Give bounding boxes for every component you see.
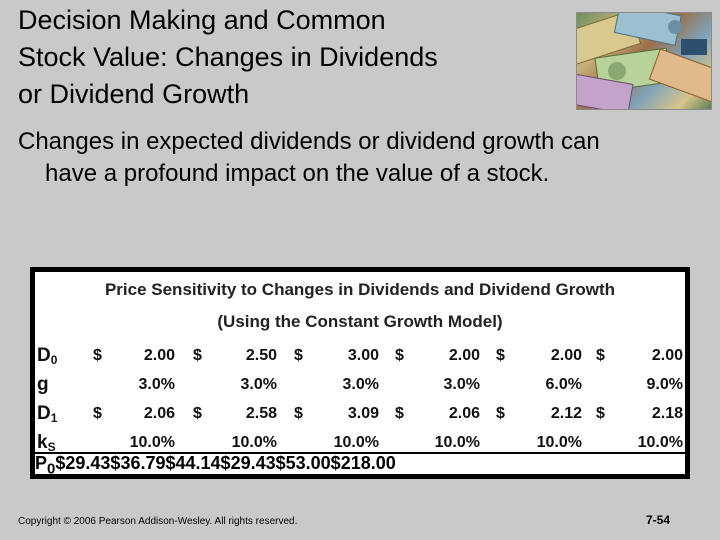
dollar-sign: $ [294,347,303,364]
table-cell: 2.00 [143,347,175,364]
row-label: kS [37,432,56,454]
row-label-text: D [37,345,51,366]
dollar-sign: $ [596,347,605,364]
row-label: D1 [37,403,57,425]
table-title: Price Sensitivity to Changes in Dividend… [104,280,616,299]
body-line-1: Changes in expected dividends or dividen… [18,128,600,155]
currency-banknotes-image [576,12,712,110]
dollar-sign: $ [110,453,121,473]
table-cell: 10.0% [637,434,683,451]
price-sensitivity-table: Price Sensitivity to Changes in Dividend… [30,267,690,479]
table-subtitle: (Using the Constant Growth Model) [217,312,503,331]
row-label-text: P [35,453,48,473]
row-label-subscript: S [47,440,56,454]
dollar-sign: $ [193,347,202,364]
copyright-footer: Copyright © 2006 Pearson Addison-Wesley.… [18,516,298,527]
body-line-2: have a profound impact on the value of a… [45,160,550,187]
table-cell: 2.18 [651,405,683,422]
price-cell: 29.43 [230,453,276,473]
table-cell: 3.0% [138,376,175,393]
slide-title: Decision Making and Common Stock Value: … [18,2,578,113]
row-label-text: k [37,432,48,453]
page-number: 7-54 [646,513,671,527]
row-label-subscript: 1 [50,411,58,425]
table-cell: 3.0% [443,376,480,393]
table-cell: 10.0% [333,434,379,451]
price-cell: 44.14 [175,453,221,473]
row-label-text: g [37,374,49,395]
table-body: Price Sensitivity to Changes in Dividend… [35,272,685,478]
dollar-sign: $ [330,453,341,473]
dollar-sign: $ [55,453,66,473]
dollar-sign: $ [395,347,404,364]
row-label: D0 [37,345,57,367]
table-cell: 2.00 [651,347,683,364]
title-line-1: Decision Making and Common [18,5,386,35]
dollar-sign: $ [395,405,404,422]
body-text: Changes in expected dividends or dividen… [18,126,708,190]
row-label: g [37,374,49,396]
dollar-sign: $ [596,405,605,422]
table-cell: 2.50 [245,347,277,364]
table-row: kS 10.0% 10.0% 10.0% 10.0% 10.0% 10.0% [35,429,685,458]
table-cell: 3.09 [347,405,379,422]
table-row: g 3.0% 3.0% 3.0% 3.0% 6.0% 9.0% [35,371,685,400]
title-line-2: Stock Value: Changes in Dividends [18,42,438,72]
table-cell: 2.12 [550,405,582,422]
price-cell: 53.00 [285,453,331,473]
table-cell: 3.0% [240,376,277,393]
table-cell: 10.0% [231,434,277,451]
table-cell: 2.06 [448,405,480,422]
row-label-subscript: 0 [47,460,56,478]
dollar-sign: $ [220,453,231,473]
dollar-sign: $ [294,405,303,422]
price-cell: 218.00 [340,453,396,473]
title-line-3: or Dividend Growth [18,79,250,109]
dollar-sign: $ [93,347,102,364]
table-cell: 2.58 [245,405,277,422]
price-cell: 36.79 [120,453,166,473]
dollar-sign: $ [93,405,102,422]
dollar-sign: $ [496,347,505,364]
dollar-sign: $ [193,405,202,422]
table-cell: 2.00 [550,347,582,364]
table-cell: 3.0% [342,376,379,393]
dollar-sign: $ [165,453,176,473]
table-row: D0 $2.00 $2.50 $3.00 $2.00 $2.00 $2.00 [35,342,685,371]
table-row: D1 $2.06 $2.58 $3.09 $2.06 $2.12 $2.18 [35,400,685,429]
price-row: P0$29.43$36.79$44.14$29.43$53.00$218.00 [35,453,685,482]
table-cell: 10.0% [129,434,175,451]
table-cell: 10.0% [536,434,582,451]
row-label-text: D [37,403,51,424]
table-cell: 10.0% [434,434,480,451]
table-cell: 9.0% [646,376,683,393]
row-label-subscript: 0 [50,353,58,367]
table-cell: 3.00 [347,347,379,364]
table-cell: 6.0% [545,376,582,393]
row-label: P0 [35,453,55,478]
dollar-sign: $ [275,453,286,473]
dollar-sign: $ [496,405,505,422]
table-cell: 2.06 [143,405,175,422]
price-cell: 29.43 [65,453,111,473]
price-row-divider [35,452,685,454]
table-cell: 2.00 [448,347,480,364]
